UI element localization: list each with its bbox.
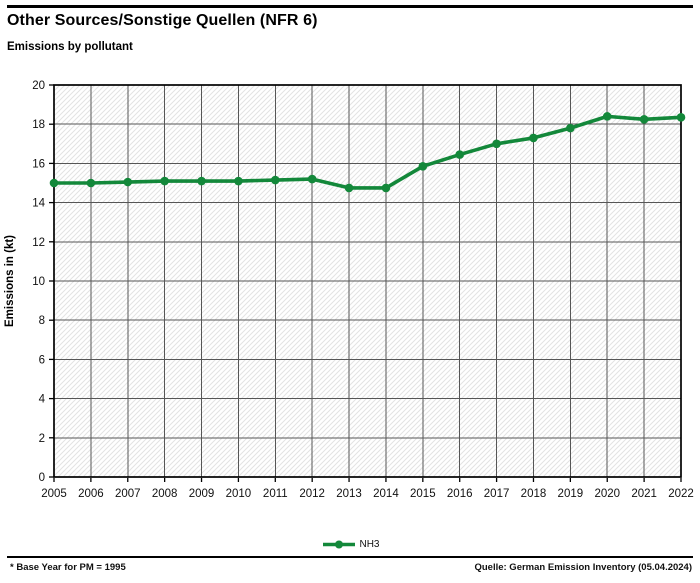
svg-text:12: 12 <box>32 237 45 249</box>
svg-text:2014: 2014 <box>373 488 399 500</box>
top-rule <box>7 5 693 8</box>
footer-rule <box>7 556 693 558</box>
svg-text:2009: 2009 <box>189 488 215 500</box>
svg-text:2007: 2007 <box>115 488 141 500</box>
svg-text:2013: 2013 <box>336 488 362 500</box>
svg-text:2005: 2005 <box>41 488 67 500</box>
chart-subtitle: Emissions by pollutant <box>7 41 133 53</box>
svg-text:2019: 2019 <box>558 488 584 500</box>
svg-text:2006: 2006 <box>78 488 104 500</box>
legend-line-marker-icon <box>323 540 356 549</box>
svg-text:2: 2 <box>39 433 45 445</box>
svg-text:18: 18 <box>32 119 45 131</box>
svg-text:2020: 2020 <box>594 488 620 500</box>
svg-text:0: 0 <box>39 472 45 484</box>
svg-text:2015: 2015 <box>410 488 436 500</box>
svg-text:2017: 2017 <box>484 488 510 500</box>
footer-note: * Base Year for PM = 1995 <box>10 562 126 573</box>
svg-text:2018: 2018 <box>521 488 547 500</box>
svg-text:6: 6 <box>39 354 45 366</box>
svg-text:14: 14 <box>32 198 45 210</box>
page-title: Other Sources/Sonstige Quellen (NFR 6) <box>7 12 318 29</box>
svg-text:16: 16 <box>32 158 45 170</box>
svg-text:2008: 2008 <box>152 488 178 500</box>
svg-text:2011: 2011 <box>263 488 288 500</box>
footer-source: Quelle: German Emission Inventory (05.04… <box>474 562 692 573</box>
svg-text:2016: 2016 <box>447 488 473 500</box>
chart-legend: NH3 <box>0 539 700 550</box>
svg-text:2012: 2012 <box>299 488 325 500</box>
svg-text:10: 10 <box>32 276 45 288</box>
legend-series-label: NH3 <box>359 539 380 550</box>
svg-text:20: 20 <box>32 80 45 92</box>
svg-text:4: 4 <box>39 394 46 406</box>
svg-text:2022: 2022 <box>668 488 694 500</box>
svg-text:2010: 2010 <box>226 488 252 500</box>
svg-text:8: 8 <box>39 315 45 327</box>
svg-text:2021: 2021 <box>631 488 657 500</box>
emissions-line-chart: 0 2 4 6 8 10 12 14 16 18 20 2005 2006 2007 2008 2009 201… <box>32 80 694 500</box>
